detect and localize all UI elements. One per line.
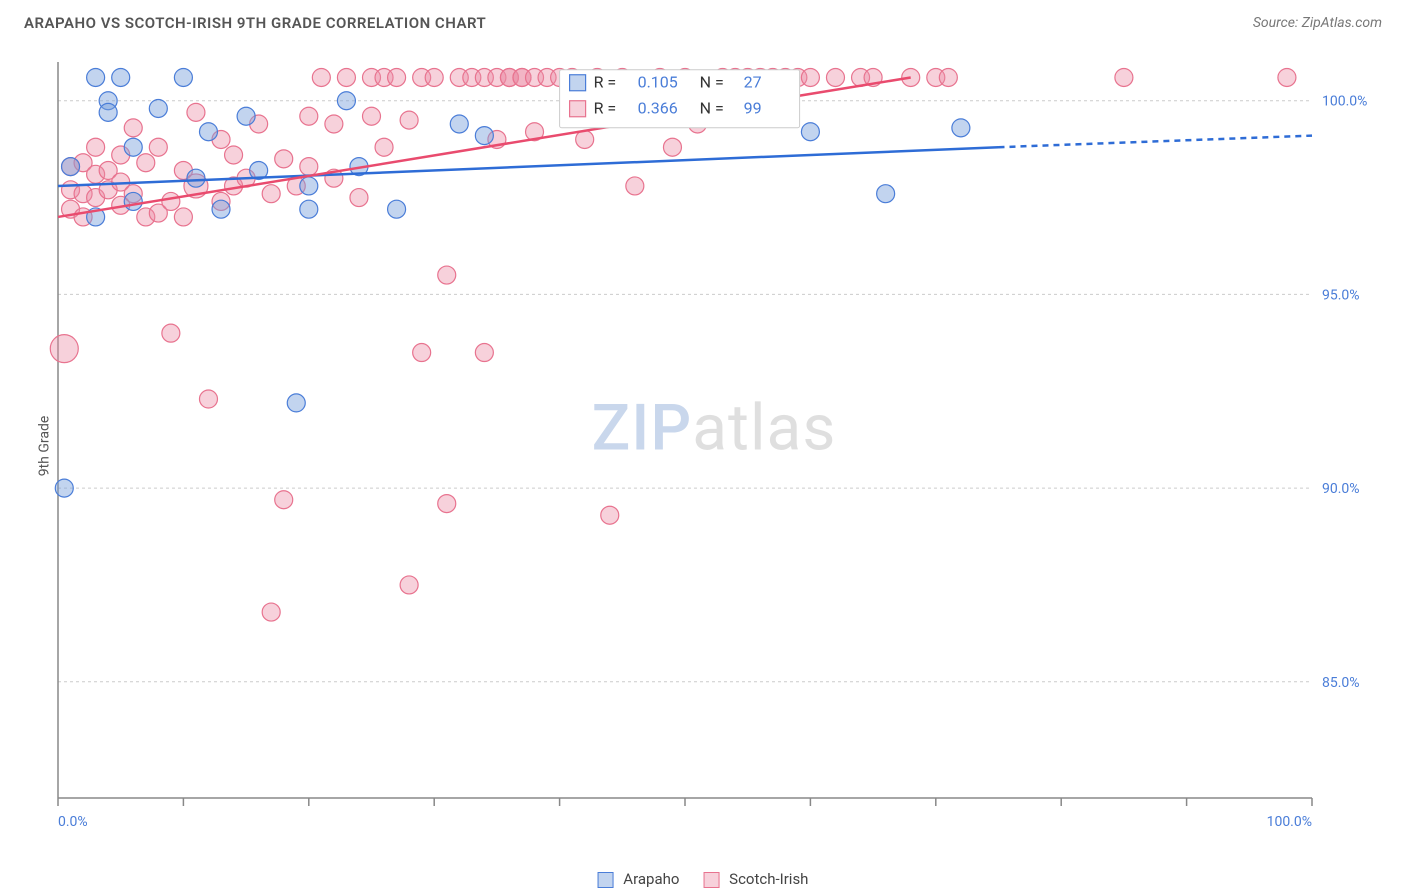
data-point xyxy=(438,495,456,513)
legend-item-arapaho: Arapaho xyxy=(598,870,680,888)
legend-n-value: 99 xyxy=(744,99,762,118)
data-point xyxy=(337,68,355,86)
data-point xyxy=(601,506,619,524)
data-point xyxy=(801,123,819,141)
data-point xyxy=(375,138,393,156)
data-point xyxy=(287,394,305,412)
legend-swatch xyxy=(570,75,586,91)
data-point xyxy=(124,119,142,137)
legend-n-label: N = xyxy=(700,73,724,92)
data-point xyxy=(262,603,280,621)
data-point xyxy=(475,344,493,362)
legend-n-label: N = xyxy=(700,99,724,118)
data-point xyxy=(663,138,681,156)
y-tick-label: 90.0% xyxy=(1322,481,1360,497)
data-point xyxy=(174,208,192,226)
data-point xyxy=(112,68,130,86)
data-point xyxy=(952,119,970,137)
swatch-scotch-irish xyxy=(703,872,719,888)
y-tick-label: 100.0% xyxy=(1322,94,1367,110)
data-point xyxy=(199,390,217,408)
data-point xyxy=(62,158,80,176)
data-point xyxy=(137,154,155,172)
data-point xyxy=(425,68,443,86)
legend-r-label: R = xyxy=(594,99,617,118)
data-point xyxy=(413,344,431,362)
data-point xyxy=(300,107,318,125)
data-point xyxy=(87,138,105,156)
data-point xyxy=(50,335,78,363)
data-point xyxy=(400,576,418,594)
data-point xyxy=(187,169,205,187)
legend-item-scotch-irish: Scotch-Irish xyxy=(703,870,808,888)
data-point xyxy=(162,324,180,342)
data-point xyxy=(300,158,318,176)
trend-line-extrapolated xyxy=(999,136,1313,148)
data-point xyxy=(262,185,280,203)
legend-label-scotch-irish: Scotch-Irish xyxy=(729,870,808,888)
data-point xyxy=(149,138,167,156)
bottom-legend: Arapaho Scotch-Irish xyxy=(598,870,809,888)
legend-label-arapaho: Arapaho xyxy=(623,870,679,888)
data-point xyxy=(877,185,895,203)
data-point xyxy=(124,138,142,156)
data-point xyxy=(475,127,493,145)
swatch-arapaho xyxy=(598,872,614,888)
data-point xyxy=(388,68,406,86)
data-point xyxy=(438,266,456,284)
data-point xyxy=(300,200,318,218)
trend-line xyxy=(58,147,999,186)
data-point xyxy=(400,111,418,129)
data-point xyxy=(388,200,406,218)
data-point xyxy=(225,146,243,164)
data-point xyxy=(1115,68,1133,86)
data-point xyxy=(199,123,217,141)
data-point xyxy=(275,491,293,509)
source-attribution: Source: ZipAtlas.com xyxy=(1253,15,1382,31)
y-tick-label: 95.0% xyxy=(1322,287,1360,303)
data-point xyxy=(312,68,330,86)
data-point xyxy=(576,130,594,148)
data-point xyxy=(275,150,293,168)
data-point xyxy=(237,107,255,125)
data-point xyxy=(1278,68,1296,86)
legend-r-value: 0.366 xyxy=(638,99,678,118)
legend-swatch xyxy=(570,101,586,117)
data-point xyxy=(55,479,73,497)
legend-r-value: 0.105 xyxy=(638,73,678,92)
legend-n-value: 27 xyxy=(744,73,762,92)
data-point xyxy=(939,68,957,86)
data-point xyxy=(801,68,819,86)
data-point xyxy=(124,192,142,210)
data-point xyxy=(363,107,381,125)
chart-title: ARAPAHO VS SCOTCH-IRISH 9TH GRADE CORREL… xyxy=(24,14,486,32)
data-point xyxy=(162,192,180,210)
data-point xyxy=(337,92,355,110)
data-point xyxy=(187,103,205,121)
data-point xyxy=(626,177,644,195)
data-point xyxy=(87,68,105,86)
data-point xyxy=(174,68,192,86)
scatter-plot: 85.0% 90.0% 95.0% 100.0% 0.0% 100.0% R = 0.105 N… xyxy=(46,50,1382,838)
data-point xyxy=(350,189,368,207)
data-point xyxy=(450,115,468,133)
x-tick-label: 0.0% xyxy=(58,814,88,830)
legend-r-label: R = xyxy=(594,73,617,92)
data-point xyxy=(149,99,167,117)
data-point xyxy=(99,103,117,121)
x-tick-label: 100.0% xyxy=(1267,814,1312,830)
data-point xyxy=(325,115,343,133)
data-point xyxy=(826,68,844,86)
data-point xyxy=(300,177,318,195)
data-point xyxy=(212,200,230,218)
y-tick-label: 85.0% xyxy=(1322,675,1360,691)
